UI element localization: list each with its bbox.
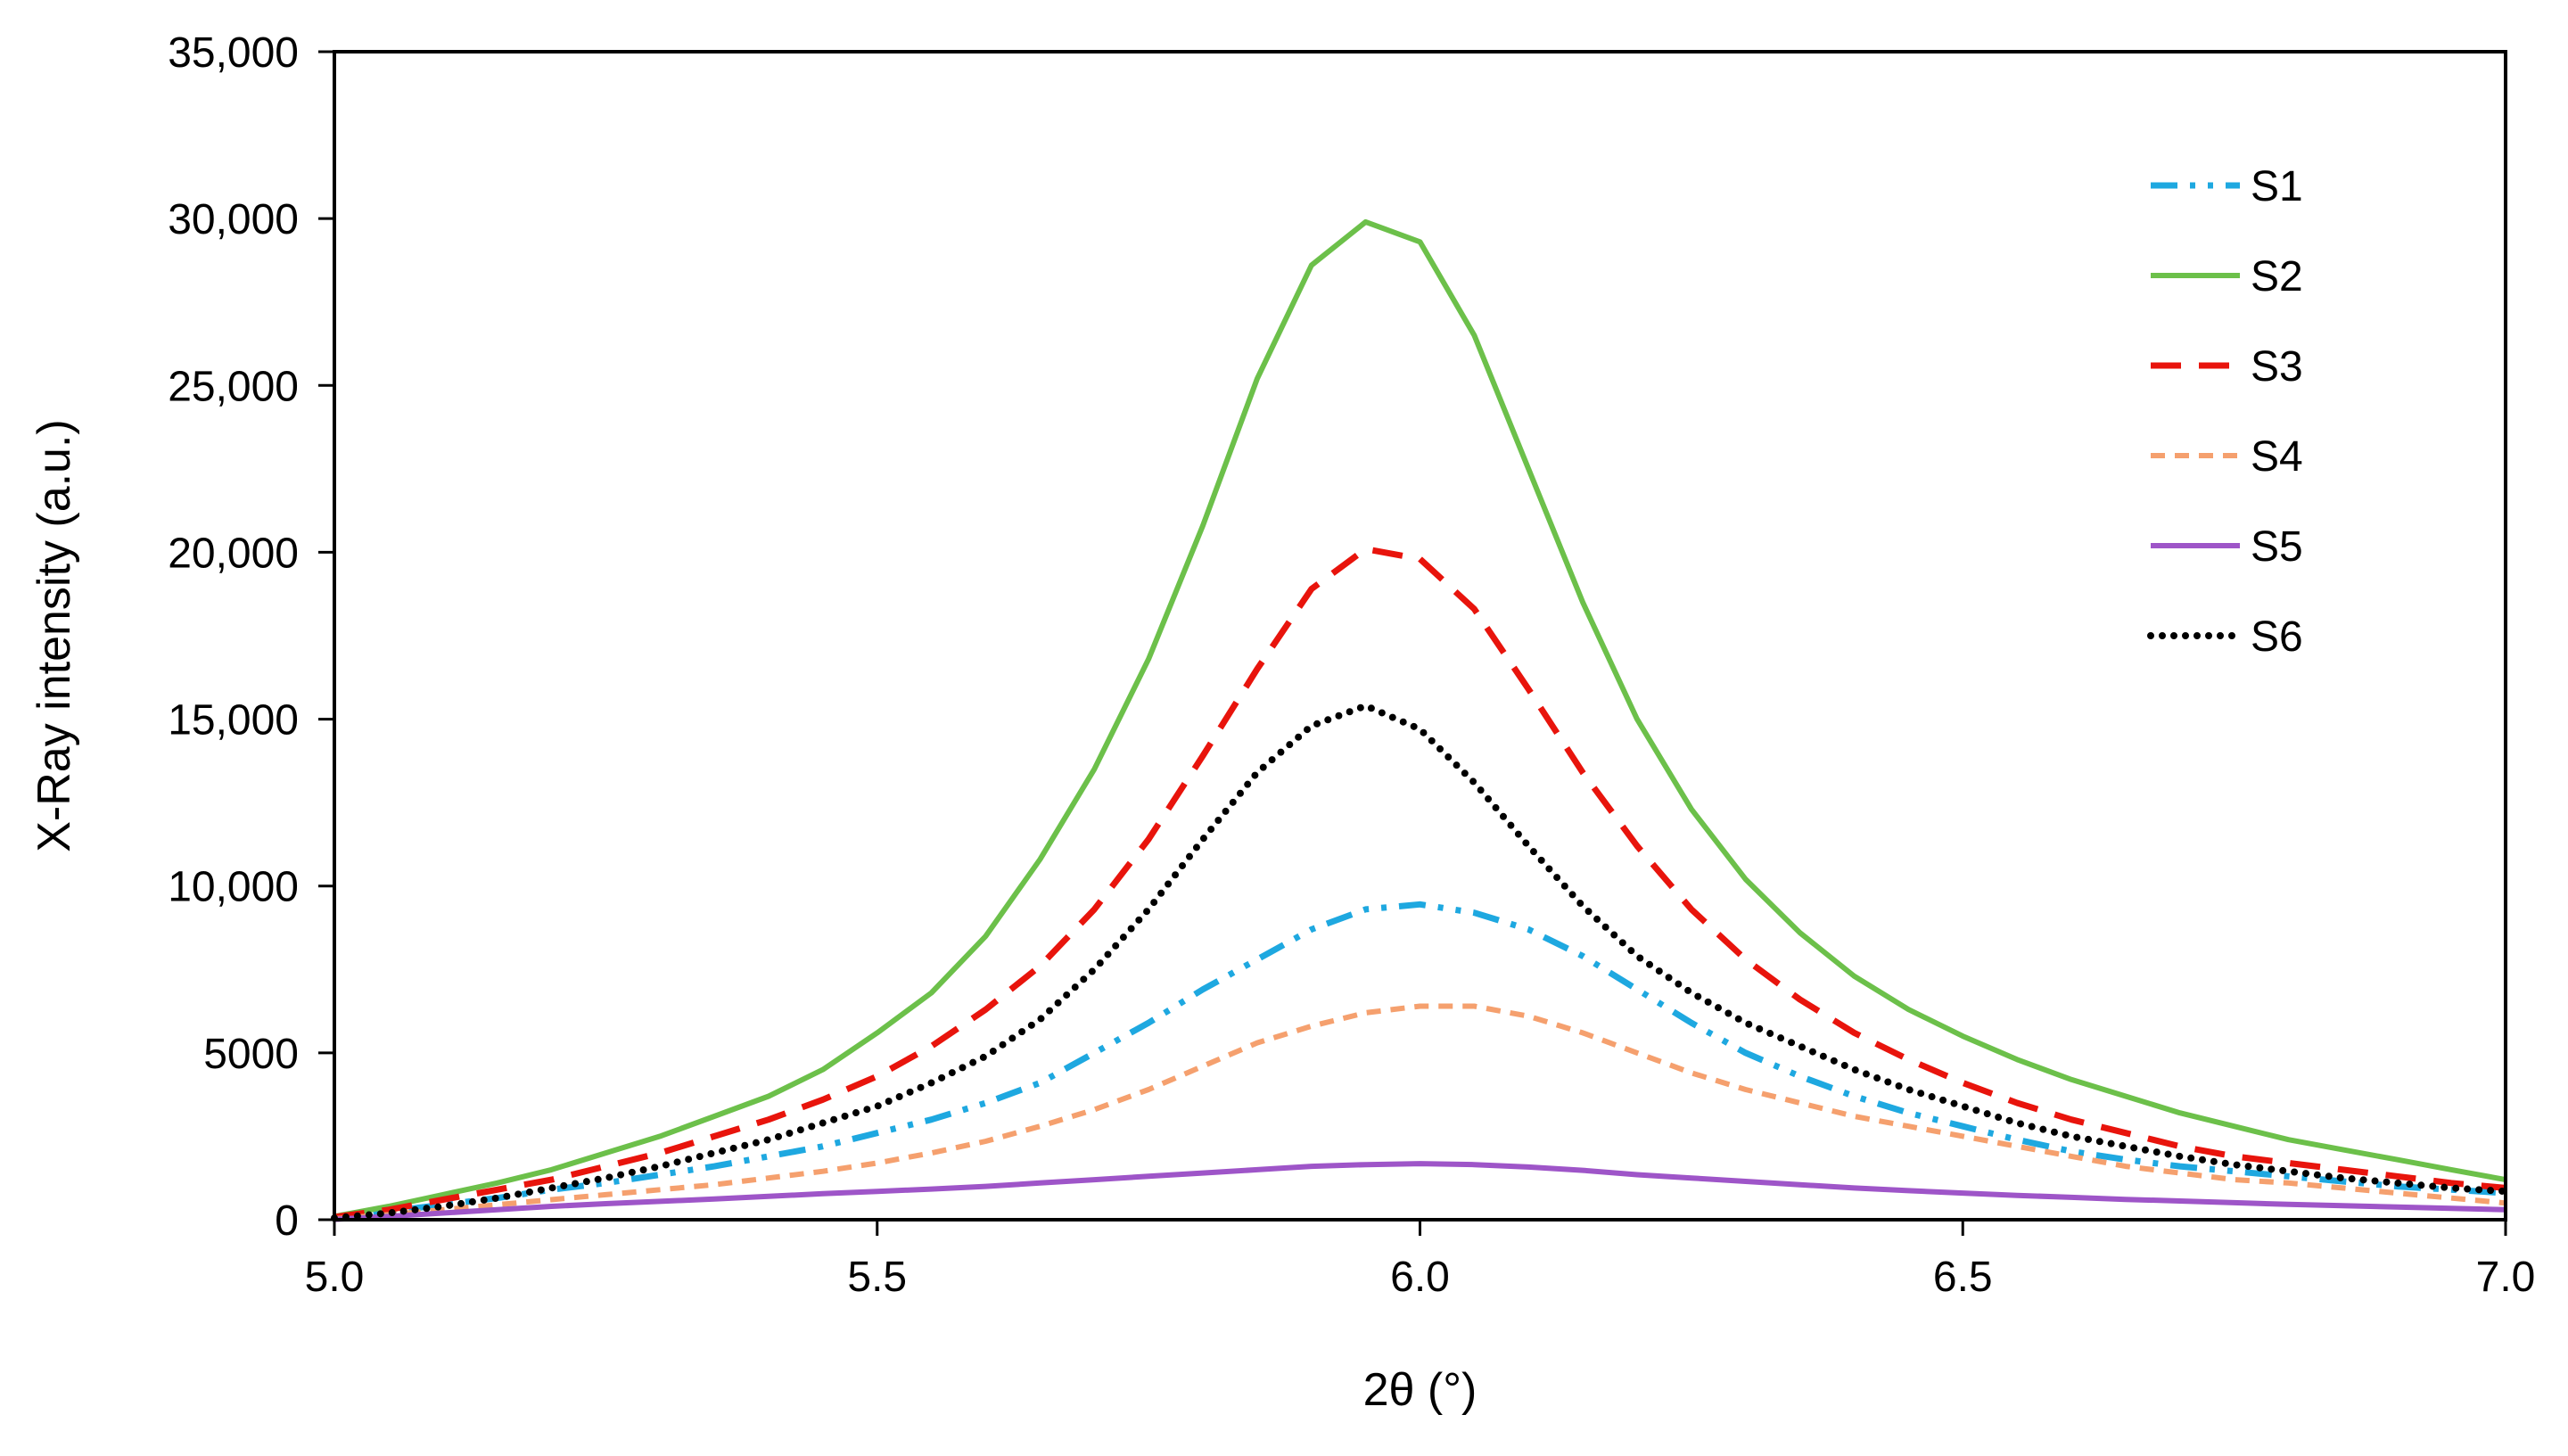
series-line-s6 [331,702,2509,1222]
legend-label-s2: S2 [2251,253,2303,300]
series-layer [331,218,2509,1222]
legend-label-s1: S1 [2251,163,2303,210]
x-tick-label: 5.5 [847,1254,907,1301]
y-tick-label: 35,000 [168,29,299,77]
series-line-s2 [333,218,2506,1220]
x-tick-label: 6.0 [1390,1254,1450,1301]
y-tick-label: 15,000 [168,697,299,744]
x-axis-label: 2θ (°) [1363,1364,1477,1416]
plot-frame [333,50,2507,1222]
series-line-s3 [333,546,2506,1221]
y-tick-label: 20,000 [168,530,299,577]
y-tick-label: 25,000 [168,363,299,410]
legend-label-s3: S3 [2251,343,2303,391]
axis-layer: 5.0 5.5 6.0 6.5 7.0 0 5000 10,000 15,000 20,000 25… [168,29,2535,1301]
x-tick-label: 6.5 [1933,1254,1993,1301]
legend-label-s5: S5 [2251,523,2303,571]
y-axis-label: X-Ray intensity (a.u.) [29,419,80,852]
legend-label-s4: S4 [2251,433,2303,481]
y-tick-label: 30,000 [168,196,299,243]
y-tick-label: 10,000 [168,864,299,911]
x-tick-label: 5.0 [305,1254,365,1301]
series-line-s4 [333,1003,2506,1222]
x-tick-label: 7.0 [2476,1254,2536,1301]
legend: S1 S2 S3 S4 S5 S6 [2147,163,2303,661]
series-line-s1 [333,901,2506,1222]
y-tick-label: 5000 [203,1031,299,1078]
series-line-s5 [333,1161,2506,1222]
y-tick-label: 0 [275,1197,299,1245]
legend-label-s6: S6 [2251,613,2303,661]
